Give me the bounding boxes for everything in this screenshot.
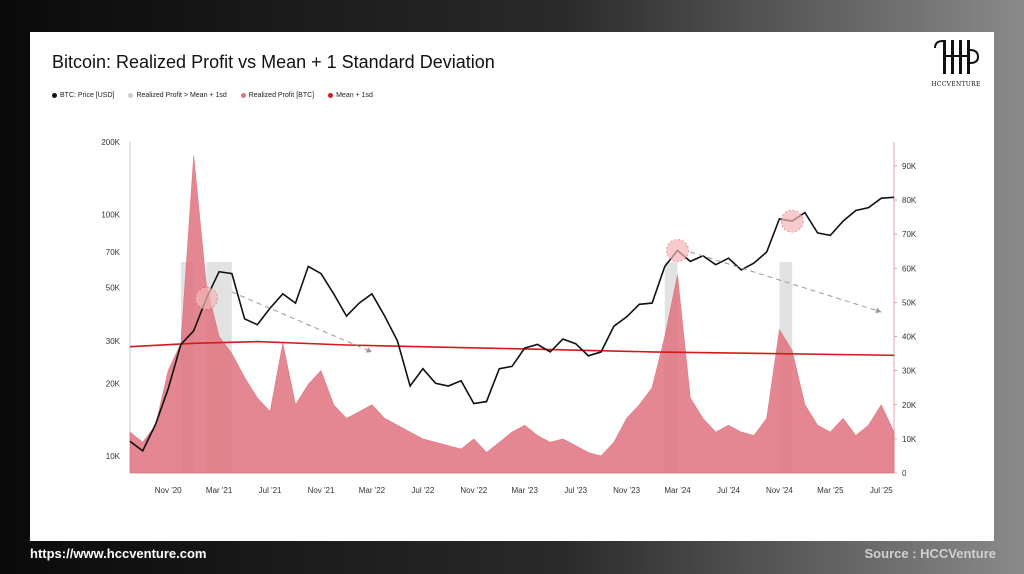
chart-legend: BTC: Price [USD] Realized Profit > Mean … xyxy=(52,92,373,99)
left-tick-label: 10K xyxy=(106,452,121,461)
legend-label-mean: Mean + 1sd xyxy=(336,92,373,99)
x-tick-label: Mar '23 xyxy=(512,486,539,495)
x-tick-label: Nov '23 xyxy=(613,486,640,495)
chart-plot: 200K 100K 70K 50K 30K 20K 10K 90K 80K 70K 60K 50K 40… xyxy=(101,138,917,495)
trend-arrow-line xyxy=(690,251,882,313)
left-tick-label: 200K xyxy=(101,138,120,147)
logo: HCCVENTURE xyxy=(926,38,986,88)
right-tick-label: 50K xyxy=(902,298,917,307)
footer-source: Source : HCCVenture xyxy=(864,546,996,561)
left-tick-label: 20K xyxy=(106,379,121,388)
peak-marker xyxy=(780,209,804,233)
x-tick-label: Jul '22 xyxy=(411,486,434,495)
legend-item-highlight: Realized Profit > Mean + 1sd xyxy=(128,92,227,99)
btc-price-line xyxy=(129,196,895,453)
legend-label-realized: Realized Profit [BTC] xyxy=(248,92,315,99)
mean-1sd-line xyxy=(129,340,895,357)
trend-arrow-head xyxy=(875,307,882,314)
left-tick-label: 70K xyxy=(106,248,121,257)
legend-item-price: BTC: Price [USD] xyxy=(52,92,114,99)
legend-dot-highlight xyxy=(128,93,134,98)
right-tick-label: 70K xyxy=(902,230,917,239)
peak-marker xyxy=(194,286,218,310)
legend-label-price: BTC: Price [USD] xyxy=(60,92,115,99)
right-tick-label: 90K xyxy=(902,162,917,171)
x-tick-label: Nov '21 xyxy=(308,486,335,495)
chart-card: Bitcoin: Realized Profit vs Mean + 1 Sta… xyxy=(30,32,994,541)
x-tick-label: Nov '20 xyxy=(155,486,182,495)
right-tick-label: 10K xyxy=(902,435,917,444)
chart-title: Bitcoin: Realized Profit vs Mean + 1 Sta… xyxy=(52,52,495,72)
realized-profit-area xyxy=(129,155,895,474)
right-tick-label: 80K xyxy=(902,196,917,205)
peak-marker xyxy=(666,239,689,262)
x-tick-label: Jul '25 xyxy=(870,486,893,495)
x-tick-label: Nov '24 xyxy=(766,486,793,495)
footer-url[interactable]: https://www.hccventure.com xyxy=(30,546,207,561)
legend-dot-mean xyxy=(328,93,334,98)
right-tick-label: 40K xyxy=(902,333,917,342)
right-tick-label: 60K xyxy=(902,264,917,273)
right-tick-label: 0 xyxy=(902,469,907,478)
left-tick-label: 100K xyxy=(101,211,120,220)
x-tick-label: Nov '22 xyxy=(460,486,487,495)
right-tick-label: 30K xyxy=(902,367,917,376)
trend-arrow-head xyxy=(365,347,372,353)
legend-item-mean: Mean + 1sd xyxy=(328,92,373,99)
x-tick-label: Mar '24 xyxy=(664,486,691,495)
right-tick-label: 20K xyxy=(902,401,917,410)
x-tick-label: Mar '21 xyxy=(206,486,233,495)
legend-label-highlight: Realized Profit > Mean + 1sd xyxy=(136,92,227,99)
x-tick-label: Jul '24 xyxy=(717,486,740,495)
legend-dot-price xyxy=(52,93,57,98)
left-tick-label: 30K xyxy=(106,337,121,346)
logo-text: HCCVENTURE xyxy=(931,81,981,88)
x-tick-label: Jul '23 xyxy=(564,486,587,495)
x-tick-label: Jul '21 xyxy=(259,486,282,495)
legend-dot-realized xyxy=(240,93,246,98)
left-tick-label: 50K xyxy=(106,283,121,292)
hcc-monogram-icon xyxy=(934,40,980,74)
trend-arrow-line xyxy=(231,291,373,353)
x-tick-label: Mar '22 xyxy=(359,486,386,495)
x-tick-label: Mar '25 xyxy=(817,486,844,495)
legend-item-realized: Realized Profit [BTC] xyxy=(240,92,315,99)
